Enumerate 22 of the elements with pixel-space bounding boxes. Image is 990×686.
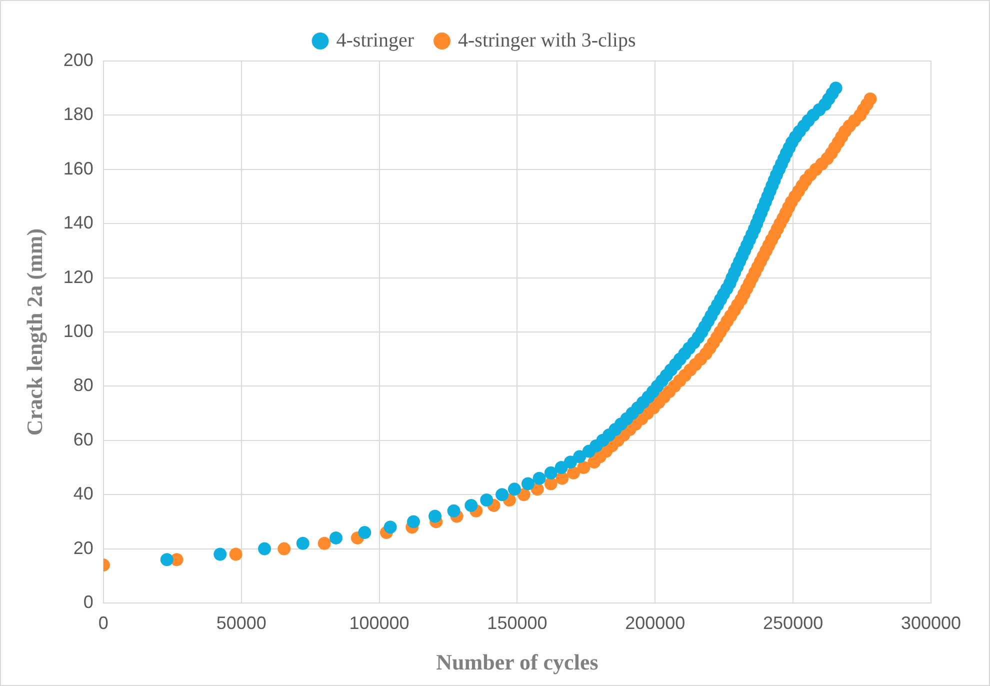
y-tick-label: 160	[63, 158, 94, 178]
y-tick-label: 80	[73, 375, 94, 396]
y-tick-label: 100	[63, 320, 94, 341]
legend-label: 4-stringer with 3-clips	[458, 29, 636, 52]
x-tick-label: 0	[98, 612, 108, 633]
y-tick-label: 40	[73, 484, 94, 504]
x-tick-label: 250000	[763, 612, 824, 633]
y-tick-label: 180	[63, 104, 94, 124]
y-tick-label: 140	[63, 212, 94, 233]
legend-label: 4-stringer	[336, 29, 414, 52]
x-axis-title: Number of cycles	[436, 649, 599, 674]
y-tick-label: 20	[73, 538, 94, 558]
x-tick-label: 300000	[900, 612, 962, 633]
y-axis-title: Crack length 2a (mm)	[22, 228, 47, 436]
y-tick-label: 0	[83, 592, 94, 612]
x-tick-label: 200000	[625, 612, 686, 633]
x-tick-label: 50000	[216, 612, 266, 633]
y-tick-label: 60	[73, 429, 94, 450]
y-tick-label: 120	[63, 266, 94, 287]
y-tick-label: 200	[63, 50, 94, 70]
x-tick-label: 150000	[487, 612, 548, 633]
x-tick-label: 100000	[349, 612, 410, 633]
